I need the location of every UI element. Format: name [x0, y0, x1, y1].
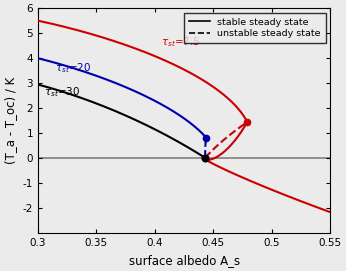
X-axis label: surface albedo A_s: surface albedo A_s: [129, 254, 240, 267]
Legend: stable steady state, unstable steady state: stable steady state, unstable steady sta…: [184, 13, 326, 43]
Y-axis label: (T_a - T_oc) / K: (T_a - T_oc) / K: [4, 77, 17, 164]
Text: $\tau_{st}$=30: $\tau_{st}$=30: [44, 85, 80, 99]
Text: $\tau_{st}$=7.5: $\tau_{st}$=7.5: [161, 35, 200, 49]
Text: $\tau_{st}$=20: $\tau_{st}$=20: [55, 61, 92, 75]
